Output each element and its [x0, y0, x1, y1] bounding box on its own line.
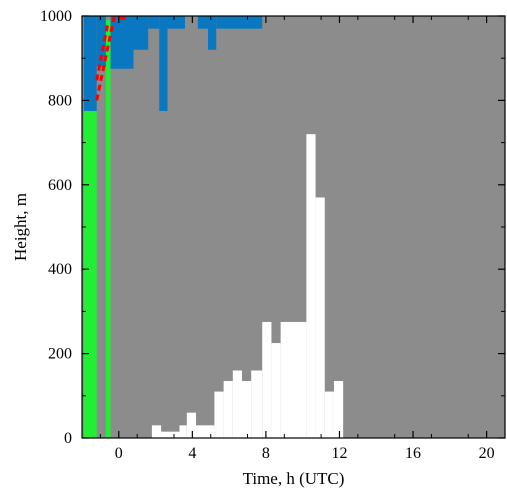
blue-region [110, 16, 134, 69]
y-axis-title: Height, m [11, 193, 30, 261]
y-tick-label: 400 [48, 261, 72, 278]
blue-region [197, 16, 208, 29]
white-column [262, 321, 272, 438]
x-tick-label: 16 [405, 445, 421, 462]
y-tick-label: 1000 [40, 8, 72, 25]
x-tick-label: 20 [479, 445, 495, 462]
white-column [271, 343, 281, 438]
y-tick-label: 800 [48, 92, 72, 109]
white-column [196, 425, 215, 438]
x-tick-label: 12 [331, 445, 347, 462]
white-column [251, 370, 263, 438]
white-column [324, 391, 334, 438]
white-column [315, 197, 325, 438]
white-column [280, 321, 307, 438]
white-column [214, 391, 224, 438]
blue-region [148, 16, 160, 29]
blue-region [159, 16, 168, 111]
white-column [151, 425, 162, 438]
green-strip [105, 20, 111, 438]
white-column [232, 370, 243, 438]
white-column [333, 381, 344, 438]
x-tick-label: 8 [262, 445, 270, 462]
green-band [83, 110, 97, 438]
white-column [161, 431, 180, 438]
data-layer [83, 16, 344, 438]
white-column [179, 425, 187, 438]
white-column [242, 381, 252, 438]
blue-region [83, 16, 97, 111]
white-column [306, 134, 316, 438]
white-column [186, 412, 197, 438]
y-tick-label: 600 [48, 177, 72, 194]
y-tick-label: 0 [64, 430, 72, 447]
y-tick-label: 200 [48, 346, 72, 363]
blue-region [207, 16, 217, 50]
blue-region [216, 16, 263, 29]
x-tick-label: 4 [188, 445, 196, 462]
x-axis-title: Time, h (UTC) [243, 469, 345, 488]
x-tick-label: 0 [115, 445, 123, 462]
blue-region [96, 16, 106, 67]
blue-region [167, 16, 185, 29]
hatched-region-boundary [95, 16, 128, 101]
white-column [223, 381, 233, 438]
blue-region [133, 16, 149, 50]
